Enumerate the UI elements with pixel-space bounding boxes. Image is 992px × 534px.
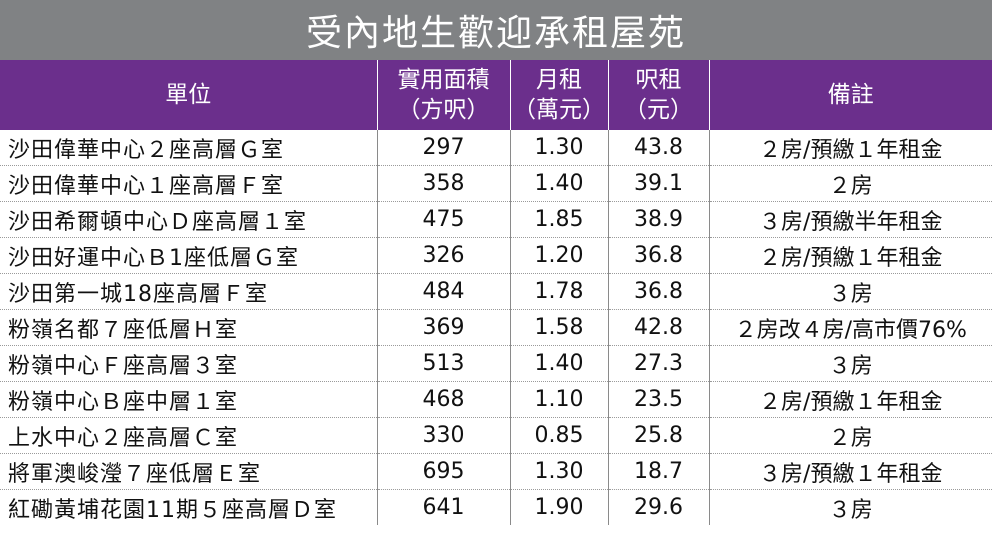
header-remark: 備註 xyxy=(827,82,874,108)
header-rent: 月租 （萬元） xyxy=(510,60,609,130)
cell-psf: 36.8 xyxy=(608,273,710,310)
header-unit: 單位 xyxy=(0,60,378,130)
cell-area: 468 xyxy=(377,381,511,418)
table-row: 沙田偉華中心１座高層Ｆ室 358 1.40 39.1 ２房 xyxy=(0,165,992,202)
table-row: 粉嶺中心Ｆ座高層３室 513 1.40 27.3 ３房 xyxy=(0,345,992,382)
cell-unit: 紅磡黃埔花園11期５座高層Ｄ室 xyxy=(0,489,378,525)
cell-rent: 1.90 xyxy=(510,489,609,525)
table-row: 粉嶺名都７座低層Ｈ室 369 1.58 42.8 ２房改４房/高市價76% xyxy=(0,309,992,346)
header-psf: 呎租 （元） xyxy=(608,60,710,130)
cell-area: 641 xyxy=(377,489,511,525)
table-row: 沙田第一城18座高層Ｆ室 484 1.78 36.8 ３房 xyxy=(0,273,992,310)
cell-rent: 1.40 xyxy=(510,165,609,202)
table-row: 粉嶺中心Ｂ座中層１室 468 1.10 23.5 ２房/預繳１年租金 xyxy=(0,381,992,418)
cell-area: 297 xyxy=(377,130,511,166)
cell-unit: 沙田偉華中心１座高層Ｆ室 xyxy=(0,165,378,202)
cell-unit: 粉嶺名都７座低層Ｈ室 xyxy=(0,309,378,346)
cell-area: 358 xyxy=(377,165,511,202)
table-row: 沙田偉華中心２座高層Ｇ室 297 1.30 43.8 ２房/預繳１年租金 xyxy=(0,130,992,166)
cell-psf: 23.5 xyxy=(608,381,710,418)
cell-psf: 18.7 xyxy=(608,453,710,490)
cell-area: 475 xyxy=(377,201,511,238)
table-row: 紅磡黃埔花園11期５座高層Ｄ室 641 1.90 29.6 ３房 xyxy=(0,489,992,525)
table-header: 單位 實用面積 （方呎） 月租 （萬元） 呎租 （元） 備註 xyxy=(0,60,992,130)
cell-area: 513 xyxy=(377,345,511,382)
cell-unit: 將軍澳峻瀅７座低層Ｅ室 xyxy=(0,453,378,490)
cell-area: 695 xyxy=(377,453,511,490)
cell-rent: 1.10 xyxy=(510,381,609,418)
cell-remark: ３房 xyxy=(828,497,873,523)
table-body: 沙田偉華中心２座高層Ｇ室 297 1.30 43.8 ２房/預繳１年租金 沙田偉… xyxy=(0,130,992,525)
cell-psf: 42.8 xyxy=(608,309,710,346)
cell-rent: 1.30 xyxy=(510,453,609,490)
cell-psf: 39.1 xyxy=(608,165,710,202)
cell-remark: ２房改４房/高市價76% xyxy=(709,309,992,346)
cell-remark: ２房 xyxy=(709,165,992,202)
table-title: 受內地生歡迎承租屋苑 xyxy=(0,0,992,60)
header-area: 實用面積 （方呎） xyxy=(377,60,511,130)
cell-remark: ２房/預繳１年租金 xyxy=(709,381,992,418)
cell-rent: 1.85 xyxy=(510,201,609,238)
cell-rent: 1.58 xyxy=(510,309,609,346)
cell-area: 369 xyxy=(377,309,511,346)
cell-unit: 粉嶺中心Ｆ座高層３室 xyxy=(0,345,378,382)
cell-remark: ２房/預繳１年租金 xyxy=(709,237,992,274)
cell-remark: ３房/預繳半年租金 xyxy=(709,201,992,238)
cell-psf: 29.6 xyxy=(608,489,710,525)
cell-rent: 1.20 xyxy=(510,237,609,274)
cell-psf: 27.3 xyxy=(608,345,710,382)
rental-table: 單位 實用面積 （方呎） 月租 （萬元） 呎租 （元） 備註 沙田偉華中心２座高層Ｇ室… xyxy=(0,60,992,525)
cell-unit: 沙田偉華中心２座高層Ｇ室 xyxy=(0,130,378,166)
cell-unit: 沙田第一城18座高層Ｆ室 xyxy=(0,273,378,310)
cell-remark: ２房 xyxy=(709,417,992,454)
table-row: 沙田希爾頓中心Ｄ座高層１室 475 1.85 38.9 ３房/預繳半年租金 xyxy=(0,201,992,238)
cell-psf: 43.8 xyxy=(608,130,710,166)
cell-remark: ３房/預繳１年租金 xyxy=(709,453,992,490)
cell-psf: 36.8 xyxy=(608,237,710,274)
cell-unit: 沙田希爾頓中心Ｄ座高層１室 xyxy=(0,201,378,238)
cell-psf: 25.8 xyxy=(608,417,710,454)
cell-unit: 粉嶺中心Ｂ座中層１室 xyxy=(0,381,378,418)
cell-remark: ２房/預繳１年租金 xyxy=(709,130,992,166)
cell-area: 326 xyxy=(377,237,511,274)
table-row: 將軍澳峻瀅７座低層Ｅ室 695 1.30 18.7 ３房/預繳１年租金 xyxy=(0,453,992,490)
cell-rent: 1.78 xyxy=(510,273,609,310)
cell-remark: ３房 xyxy=(709,273,992,310)
cell-unit: 上水中心２座高層Ｃ室 xyxy=(0,417,378,454)
cell-rent: 1.30 xyxy=(510,130,609,166)
cell-area: 330 xyxy=(377,417,511,454)
cell-area: 484 xyxy=(377,273,511,310)
cell-rent: 0.85 xyxy=(510,417,609,454)
table-row: 上水中心２座高層Ｃ室 330 0.85 25.8 ２房 xyxy=(0,417,992,454)
cell-unit: 沙田好運中心Ｂ1座低層Ｇ室 xyxy=(0,237,378,274)
table-row: 沙田好運中心Ｂ1座低層Ｇ室 326 1.20 36.8 ２房/預繳１年租金 xyxy=(0,237,992,274)
cell-remark: ３房 xyxy=(709,345,992,382)
cell-rent: 1.40 xyxy=(510,345,609,382)
cell-psf: 38.9 xyxy=(608,201,710,238)
